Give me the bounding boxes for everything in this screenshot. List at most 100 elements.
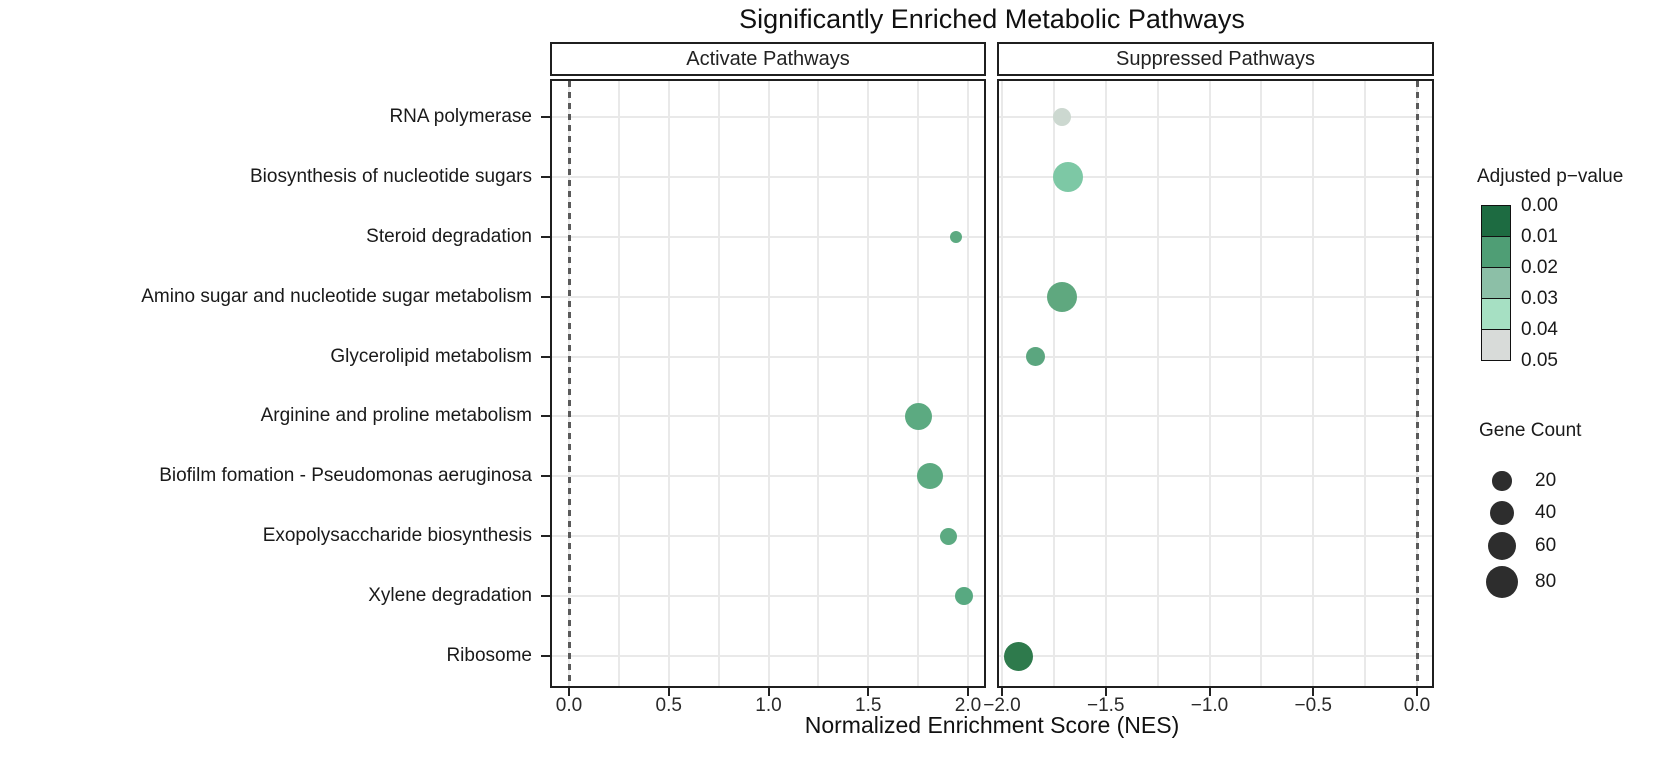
x-axis-tick-label: 1.0: [755, 695, 782, 716]
x-axis-tick: [767, 688, 770, 696]
gridline-vertical: [667, 81, 670, 686]
y-axis-tick: [541, 475, 550, 478]
color-legend-segment: [1481, 298, 1511, 330]
facet-strip-suppressed: Suppressed Pathways: [997, 42, 1434, 76]
gridline-horizontal: [999, 655, 1432, 657]
pathway-dot: [1004, 641, 1034, 671]
gridline-vertical: [1104, 81, 1107, 686]
y-axis-label: Biosynthesis of nucleotide sugars: [250, 165, 532, 187]
y-axis-label: Xylene degradation: [368, 585, 532, 607]
size-legend: 20 40 60 80: [1479, 450, 1639, 620]
pathway-dot: [950, 230, 963, 243]
pathway-dot: [1025, 347, 1045, 367]
color-legend-segment: [1481, 236, 1511, 268]
x-axis-tick: [867, 688, 870, 696]
size-legend-dot: [1486, 566, 1518, 598]
x-axis-tick: [1416, 688, 1418, 696]
y-axis-label: RNA polymerase: [389, 106, 532, 127]
gridline-horizontal: [552, 355, 984, 358]
gridline-horizontal: [552, 655, 984, 657]
gridline-vertical: [917, 81, 920, 686]
pathway-dot: [1047, 281, 1078, 312]
facet-strip-activate: Activate Pathways: [550, 42, 986, 76]
gridline-vertical: [1001, 81, 1003, 686]
zero-reference-line: [568, 81, 571, 686]
color-legend-title: Adjusted p−value: [1477, 166, 1624, 187]
facet-strip-suppressed-label: Suppressed Pathways: [1115, 47, 1315, 70]
y-axis-tick: [541, 116, 550, 118]
gridline-vertical: [967, 81, 969, 686]
y-axis-tick: [541, 175, 550, 178]
x-axis-tick-label: 0.0: [1403, 695, 1431, 716]
y-axis-tick: [541, 595, 550, 598]
y-axis-tick: [541, 655, 550, 657]
x-axis-tick-label: −1.0: [1190, 695, 1229, 716]
x-axis-tick-label: −0.5: [1294, 695, 1332, 716]
x-axis-tick-label: 1.5: [855, 695, 882, 716]
color-legend-tick-label: 0.00: [1521, 195, 1558, 216]
gridline-horizontal: [552, 235, 984, 238]
y-axis-label: Steroid degradation: [366, 225, 532, 247]
size-legend-title: Gene Count: [1479, 420, 1582, 441]
gridline-horizontal: [999, 355, 1432, 358]
gridline-vertical: [867, 81, 870, 686]
x-axis-tick: [1312, 688, 1315, 696]
x-axis-tick-label: 0.5: [655, 695, 682, 716]
gridline-horizontal: [999, 475, 1432, 478]
color-legend-bar: 0.00 0.01 0.02 0.03 0.04 0.05: [1481, 195, 1558, 371]
size-legend-dot: [1487, 531, 1517, 561]
gridline-horizontal: [552, 175, 984, 178]
size-legend-label: 80: [1535, 571, 1557, 592]
x-axis-tick-label: −2.0: [983, 695, 1021, 716]
color-legend-segment: [1481, 267, 1511, 299]
pathway-dot: [955, 587, 973, 606]
gridline-horizontal: [999, 175, 1432, 178]
color-legend-tick-label: 0.04: [1521, 319, 1558, 340]
gridline-vertical: [1364, 81, 1367, 686]
y-axis-tick: [541, 415, 550, 418]
color-legend-tick-label: 0.03: [1521, 288, 1558, 309]
gridline-vertical: [1208, 81, 1211, 686]
y-axis-tick: [541, 235, 550, 238]
y-axis-label: Ribosome: [446, 645, 532, 666]
pathway-dot: [917, 463, 944, 490]
gridline-vertical: [817, 81, 820, 686]
gridline-horizontal: [552, 295, 984, 298]
color-legend-tick-label: 0.05: [1521, 350, 1558, 371]
color-legend-tick-label: 0.01: [1521, 226, 1558, 247]
gridline-vertical: [1312, 81, 1315, 686]
pathway-dot: [904, 402, 932, 430]
x-axis-tick: [568, 688, 570, 696]
chart-title: Significantly Enriched Metabolic Pathway…: [739, 4, 1245, 34]
gridline-vertical: [617, 81, 620, 686]
gridline-vertical: [1156, 81, 1159, 686]
pathway-dot: [1053, 161, 1084, 192]
gridline-horizontal: [999, 295, 1432, 298]
gridline-vertical: [1052, 81, 1055, 686]
pathway-dot: [939, 527, 957, 545]
gridline-horizontal: [552, 415, 984, 418]
gridline-horizontal: [552, 116, 984, 118]
x-axis-tick: [1208, 688, 1211, 696]
gridline-vertical: [1260, 81, 1263, 686]
gridline-horizontal: [999, 235, 1432, 238]
x-axis-tick-label: 2.0: [954, 695, 982, 716]
y-axis-tick: [541, 535, 550, 538]
gridline-vertical: [767, 81, 770, 686]
size-legend-label: 20: [1535, 470, 1557, 491]
y-axis-tick: [541, 355, 550, 358]
x-axis-title: Normalized Enrichment Score (NES): [804, 712, 1180, 738]
pathway-dot: [1053, 108, 1072, 126]
color-legend-tick-label: 0.02: [1521, 257, 1558, 278]
facet-panel-activate: [550, 79, 986, 688]
y-axis-label: Amino sugar and nucleotide sugar metabol…: [141, 285, 532, 307]
x-axis-tick: [667, 688, 670, 696]
x-axis-tick: [1001, 688, 1003, 696]
y-axis-label: Glycerolipid metabolism: [330, 345, 532, 367]
gridline-horizontal: [999, 116, 1432, 118]
gridline-horizontal: [999, 535, 1432, 538]
color-legend-segment: [1481, 205, 1511, 237]
gridline-horizontal: [999, 595, 1432, 598]
size-legend-label: 40: [1535, 502, 1557, 523]
